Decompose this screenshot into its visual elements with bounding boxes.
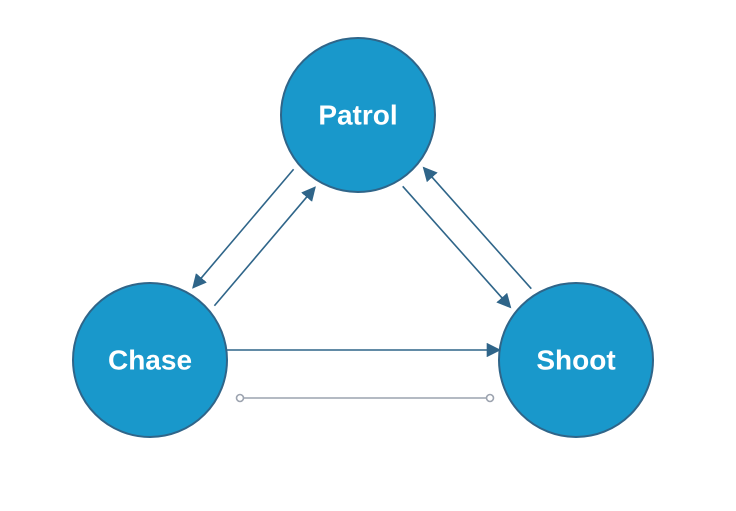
selection-handle-start[interactable] (237, 395, 244, 402)
node-chase-label: Chase (108, 344, 192, 375)
node-chase[interactable]: Chase (73, 283, 227, 437)
selected-edge[interactable] (237, 395, 494, 402)
edge-chase-to-patrol[interactable] (214, 187, 315, 305)
selection-handle-end[interactable] (487, 395, 494, 402)
node-shoot-label: Shoot (536, 344, 615, 375)
node-patrol-label: Patrol (318, 99, 397, 130)
edges-layer (193, 168, 531, 402)
edge-patrol-to-chase[interactable] (193, 169, 294, 287)
state-diagram: Patrol Chase Shoot (0, 0, 736, 511)
nodes-layer: Patrol Chase Shoot (73, 38, 653, 437)
node-patrol[interactable]: Patrol (281, 38, 435, 192)
node-shoot[interactable]: Shoot (499, 283, 653, 437)
